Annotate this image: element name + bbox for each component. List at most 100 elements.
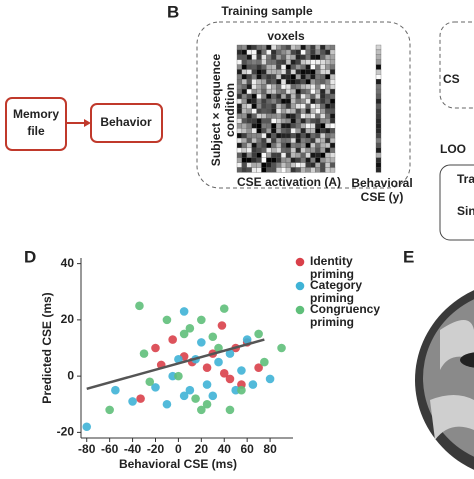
voxel	[285, 93, 292, 100]
voxel	[236, 113, 243, 119]
voxel	[310, 69, 316, 75]
panel-letter: B	[167, 2, 179, 21]
voxel	[256, 113, 262, 119]
voxel	[290, 98, 296, 104]
voxel	[256, 103, 262, 109]
voxel	[329, 147, 336, 153]
voxel	[241, 133, 247, 139]
voxel	[261, 98, 267, 104]
point	[197, 405, 206, 415]
voxel	[325, 69, 331, 75]
voxel	[329, 152, 336, 158]
y-tick-label: -20	[57, 425, 75, 439]
voxel	[271, 142, 277, 149]
voxel	[256, 157, 262, 163]
voxel	[290, 103, 296, 109]
voxel	[310, 49, 316, 55]
voxel	[285, 133, 292, 139]
voxel	[256, 167, 262, 173]
voxel	[300, 103, 306, 109]
voxel	[280, 103, 287, 109]
voxel	[320, 103, 326, 109]
voxel	[261, 49, 267, 55]
voxel	[285, 108, 292, 114]
point	[197, 315, 206, 325]
voxel	[295, 88, 301, 95]
voxel	[375, 93, 382, 100]
voxel	[375, 147, 382, 153]
voxel	[236, 103, 243, 109]
voxel	[290, 88, 296, 95]
voxel	[305, 69, 311, 75]
voxel	[325, 157, 331, 163]
voxel	[310, 84, 316, 90]
voxel	[290, 59, 296, 65]
voxel	[276, 142, 282, 149]
voxel	[271, 133, 277, 139]
point	[225, 374, 235, 384]
voxel	[251, 88, 257, 95]
voxel	[261, 162, 267, 168]
voxel	[241, 93, 247, 100]
voxel	[375, 84, 382, 90]
voxel	[295, 147, 301, 153]
point	[162, 315, 172, 325]
voxel	[325, 137, 331, 144]
voxel	[246, 123, 252, 129]
activation-label: CSE activation (A)	[237, 175, 341, 189]
voxel	[236, 162, 243, 168]
voxel	[310, 64, 316, 70]
voxel	[375, 167, 382, 173]
voxel	[310, 88, 316, 95]
voxel	[290, 84, 296, 90]
voxel	[276, 54, 282, 60]
brain-image	[415, 290, 474, 470]
voxel	[305, 123, 311, 129]
voxel	[375, 118, 382, 124]
voxel	[320, 44, 326, 51]
voxel	[325, 49, 331, 55]
voxel	[236, 84, 243, 90]
voxel	[290, 118, 296, 124]
voxel	[256, 88, 262, 95]
voxel	[310, 93, 316, 100]
voxel	[325, 98, 331, 104]
point	[82, 422, 92, 432]
voxel	[320, 108, 326, 114]
voxel	[295, 133, 301, 139]
voxel	[261, 167, 267, 173]
voxel	[375, 128, 382, 134]
voxel	[236, 108, 243, 114]
voxel	[261, 152, 267, 158]
dashed-frame	[439, 21, 474, 109]
voxel	[241, 98, 247, 104]
point	[139, 349, 149, 358]
voxel	[251, 98, 257, 104]
voxel	[315, 88, 321, 95]
voxel	[261, 137, 267, 144]
voxel	[300, 147, 306, 153]
voxel	[305, 44, 311, 51]
point	[237, 366, 246, 375]
voxel	[325, 152, 331, 158]
voxel	[236, 142, 243, 149]
voxel	[266, 84, 272, 90]
voxel	[300, 59, 306, 65]
voxel	[285, 123, 292, 129]
voxel	[329, 54, 336, 60]
voxel	[271, 84, 277, 90]
voxel	[285, 49, 292, 55]
voxel	[305, 152, 311, 158]
voxel	[246, 128, 252, 134]
voxel	[276, 103, 282, 109]
voxel	[290, 142, 296, 149]
voxel	[310, 123, 316, 129]
voxel	[236, 123, 243, 129]
point	[179, 307, 189, 316]
voxel	[305, 137, 311, 144]
voxel	[295, 69, 301, 75]
voxel	[329, 167, 336, 173]
voxel	[280, 142, 287, 149]
voxel	[295, 123, 301, 129]
